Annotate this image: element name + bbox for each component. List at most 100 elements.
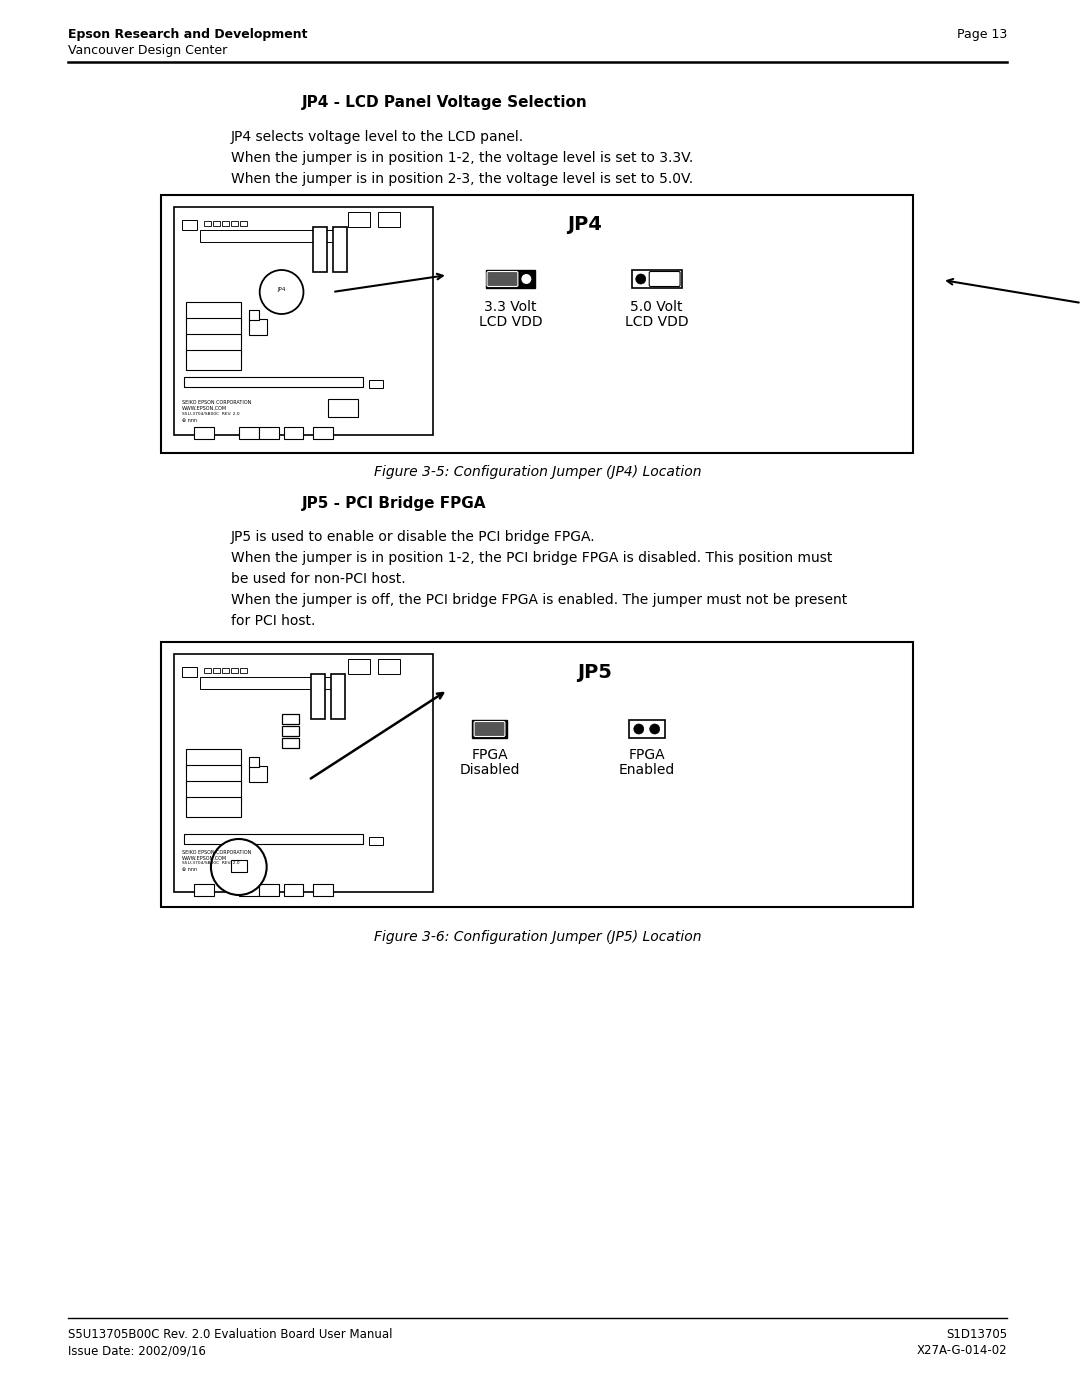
Bar: [194, 427, 214, 439]
Text: Figure 3-6: Configuration Jumper (JP5) Location: Figure 3-6: Configuration Jumper (JP5) L…: [374, 930, 701, 944]
Text: When the jumper is off, the PCI bridge FPGA is enabled. The jumper must not be p: When the jumper is off, the PCI bridge F…: [231, 592, 847, 608]
Bar: [239, 427, 259, 439]
Bar: [184, 834, 363, 844]
Circle shape: [476, 724, 487, 733]
Text: JP4: JP4: [278, 288, 286, 292]
Text: Epson Research and Development: Epson Research and Development: [68, 28, 307, 41]
Bar: [161, 643, 914, 907]
Bar: [213, 221, 220, 226]
Bar: [369, 837, 383, 845]
Bar: [259, 884, 279, 895]
Bar: [369, 380, 383, 388]
Bar: [629, 719, 664, 738]
Text: JP5: JP5: [577, 664, 612, 682]
Circle shape: [667, 274, 677, 284]
Bar: [248, 766, 267, 782]
Circle shape: [259, 270, 303, 314]
Text: Disabled: Disabled: [459, 763, 519, 777]
Text: FPGA: FPGA: [629, 747, 665, 761]
Text: JP5 is used to enable or disable the PCI bridge FPGA.: JP5 is used to enable or disable the PCI…: [231, 529, 595, 543]
Bar: [200, 678, 339, 689]
Bar: [332, 673, 346, 719]
Text: WWW.EPSON.COM: WWW.EPSON.COM: [183, 407, 227, 411]
Bar: [231, 861, 246, 872]
Bar: [240, 221, 246, 226]
Bar: [486, 270, 536, 288]
Bar: [186, 798, 241, 817]
Bar: [183, 666, 197, 678]
Circle shape: [211, 840, 267, 895]
Bar: [186, 319, 241, 338]
Bar: [248, 310, 259, 320]
Bar: [186, 781, 241, 800]
Circle shape: [651, 274, 662, 284]
Bar: [221, 221, 229, 226]
Bar: [378, 659, 400, 673]
Bar: [284, 884, 303, 895]
FancyBboxPatch shape: [474, 721, 505, 736]
Bar: [313, 884, 334, 895]
Circle shape: [634, 724, 644, 733]
Text: ⊕ nnn: ⊕ nnn: [183, 868, 197, 872]
Text: for PCI host.: for PCI host.: [231, 615, 315, 629]
Bar: [204, 668, 211, 673]
Bar: [328, 400, 359, 416]
Text: 5.0 Volt: 5.0 Volt: [631, 300, 683, 314]
Text: Page 13: Page 13: [957, 28, 1007, 41]
Bar: [204, 221, 211, 226]
Bar: [248, 757, 259, 767]
Bar: [186, 302, 241, 321]
Bar: [334, 226, 348, 272]
Bar: [240, 668, 246, 673]
Bar: [184, 377, 363, 387]
Text: When the jumper is in position 1-2, the PCI bridge FPGA is disabled. This positi: When the jumper is in position 1-2, the …: [231, 550, 833, 564]
Bar: [183, 219, 197, 231]
Text: JP4 - LCD Panel Voltage Selection: JP4 - LCD Panel Voltage Selection: [301, 95, 588, 110]
Bar: [200, 231, 339, 242]
Bar: [313, 226, 327, 272]
Bar: [174, 654, 433, 893]
Bar: [348, 212, 370, 226]
Text: JP4 selects voltage level to the LCD panel.: JP4 selects voltage level to the LCD pan…: [231, 130, 524, 144]
Bar: [259, 427, 279, 439]
Circle shape: [650, 724, 660, 733]
Text: JP4: JP4: [567, 215, 602, 235]
Bar: [282, 714, 299, 724]
Bar: [194, 884, 214, 895]
Bar: [632, 270, 681, 288]
Text: WWW.EPSON.COM: WWW.EPSON.COM: [183, 856, 227, 861]
Bar: [186, 766, 241, 785]
Text: S5U-3704/SB00C  REV. 2.0: S5U-3704/SB00C REV. 2.0: [183, 861, 240, 865]
Text: When the jumper is in position 2-3, the voltage level is set to 5.0V.: When the jumper is in position 2-3, the …: [231, 172, 693, 186]
Text: Issue Date: 2002/09/16: Issue Date: 2002/09/16: [68, 1344, 205, 1356]
Text: S1D13705: S1D13705: [946, 1329, 1007, 1341]
Text: JP5 - PCI Bridge FPGA: JP5 - PCI Bridge FPGA: [301, 496, 486, 511]
Bar: [472, 719, 508, 738]
Bar: [231, 668, 238, 673]
Bar: [311, 673, 325, 719]
Circle shape: [492, 724, 502, 733]
Text: LCD VDD: LCD VDD: [478, 314, 542, 330]
Bar: [313, 427, 334, 439]
Circle shape: [522, 274, 531, 284]
Bar: [186, 334, 241, 353]
Circle shape: [636, 274, 646, 284]
Bar: [282, 738, 299, 747]
Text: Enabled: Enabled: [619, 763, 675, 777]
Bar: [221, 668, 229, 673]
Circle shape: [505, 274, 515, 284]
Bar: [282, 726, 299, 736]
Bar: [186, 351, 241, 370]
Text: be used for non-PCI host.: be used for non-PCI host.: [231, 571, 405, 585]
Bar: [231, 221, 238, 226]
Text: When the jumper is in position 1-2, the voltage level is set to 3.3V.: When the jumper is in position 1-2, the …: [231, 151, 693, 165]
Text: S5U13705B00C Rev. 2.0 Evaluation Board User Manual: S5U13705B00C Rev. 2.0 Evaluation Board U…: [68, 1329, 392, 1341]
Bar: [161, 196, 914, 453]
Text: 3.3 Volt: 3.3 Volt: [484, 300, 537, 314]
Text: LCD VDD: LCD VDD: [625, 314, 688, 330]
Text: SEIKO EPSON CORPORATION: SEIKO EPSON CORPORATION: [183, 400, 252, 405]
Bar: [213, 668, 220, 673]
Bar: [248, 319, 267, 335]
Bar: [186, 749, 241, 768]
FancyBboxPatch shape: [487, 271, 518, 286]
